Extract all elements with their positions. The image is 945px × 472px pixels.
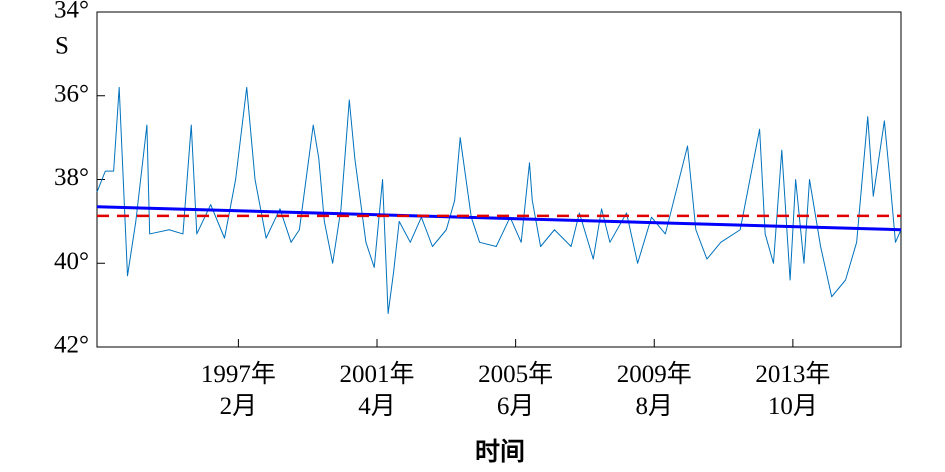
y-tick-label: 36° xyxy=(54,80,89,107)
y-tick-label: 34° xyxy=(54,0,89,24)
x-tick-label: 1997年 2月 xyxy=(200,361,276,420)
x-axis-label: 时间 xyxy=(474,437,525,466)
series-line xyxy=(96,86,902,314)
x-tick-label: 2001年 4月 xyxy=(339,361,415,420)
y-tick-label: 40° xyxy=(54,248,89,275)
x-tick-label: 2005年 6月 xyxy=(478,361,554,420)
x-tick-label: 2009年 8月 xyxy=(616,361,692,420)
y-tick-label: 42° xyxy=(54,332,89,359)
y-tick-label: 38° xyxy=(54,164,89,191)
series-line xyxy=(96,205,902,232)
x-tick-label: 2013年 10月 xyxy=(755,361,831,420)
plot-frame xyxy=(96,11,902,348)
y-axis-label: S xyxy=(55,33,69,60)
